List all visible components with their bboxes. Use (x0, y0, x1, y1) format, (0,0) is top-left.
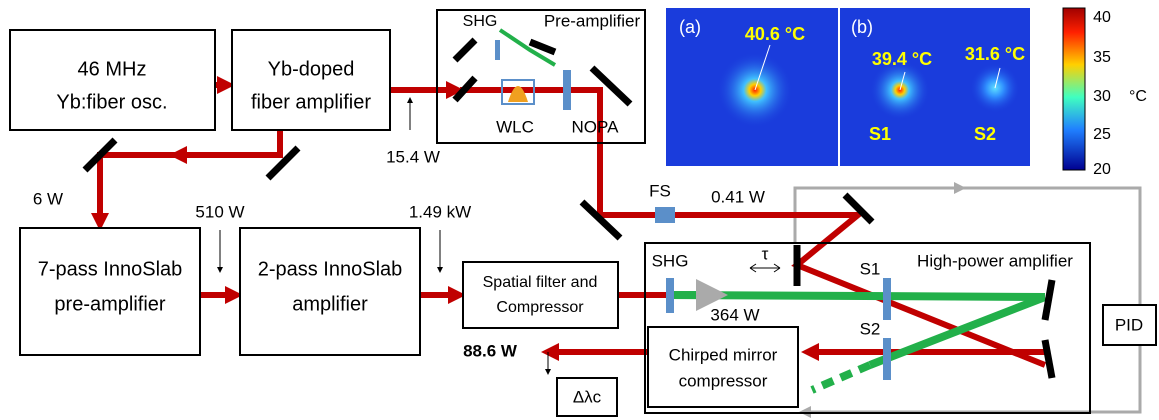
label: (a) (679, 17, 701, 37)
label: 510 W (195, 202, 244, 221)
label: Pre-amplifier (544, 11, 641, 30)
label: SHG (463, 13, 498, 30)
label: compressor (679, 371, 768, 390)
label: 88.6 W (463, 341, 518, 360)
label: 15.4 W (386, 147, 440, 166)
label: S1 (860, 259, 881, 278)
label: S2 (860, 319, 881, 338)
label: 364 W (710, 305, 759, 324)
label: pre-amplifier (54, 293, 165, 315)
label: 2-pass InnoSlab (258, 258, 403, 280)
label: NOPA (572, 117, 620, 136)
scale-label: 30 (1093, 88, 1111, 105)
scale-label: 25 (1093, 126, 1111, 143)
scale-label: 20 (1093, 161, 1111, 178)
label: amplifier (292, 293, 368, 315)
label: 40.6 °C (745, 24, 805, 44)
label: 1.49 kW (409, 202, 471, 221)
label: Chirped mirror (669, 345, 778, 364)
thermal-images (666, 8, 1085, 170)
label: 39.4 °C (872, 49, 932, 69)
diagram: 46 MHz Yb:fiber osc. Yb-doped fiber ampl… (0, 0, 1159, 420)
label: 0.41 W (711, 187, 765, 206)
label: FS (649, 181, 671, 200)
label: High-power amplifier (917, 251, 1073, 270)
label: 7-pass InnoSlab (38, 258, 183, 280)
scale-label: 35 (1093, 49, 1111, 66)
label: S1 (869, 124, 891, 144)
beam (100, 130, 280, 222)
label: Yb-doped (268, 58, 355, 80)
label: Spatial filter and (483, 274, 598, 291)
green-beam-dashed (812, 365, 870, 390)
label: Compressor (496, 299, 584, 316)
label: 31.6 °C (965, 44, 1025, 64)
label: PID (1115, 315, 1143, 334)
label: fiber amplifier (251, 91, 371, 113)
scale-label: 40 (1093, 9, 1111, 26)
label: WLC (496, 117, 534, 136)
label: SHG (652, 251, 689, 270)
label: 46 MHz (78, 58, 147, 80)
label: τ (762, 244, 769, 263)
label: Yb:fiber osc. (56, 91, 167, 113)
label: (b) (851, 17, 873, 37)
label: 6 W (33, 189, 63, 208)
scale-unit: °C (1129, 88, 1147, 105)
label: S2 (974, 124, 996, 144)
label: Δλc (573, 387, 602, 406)
green-beam (666, 295, 1045, 297)
